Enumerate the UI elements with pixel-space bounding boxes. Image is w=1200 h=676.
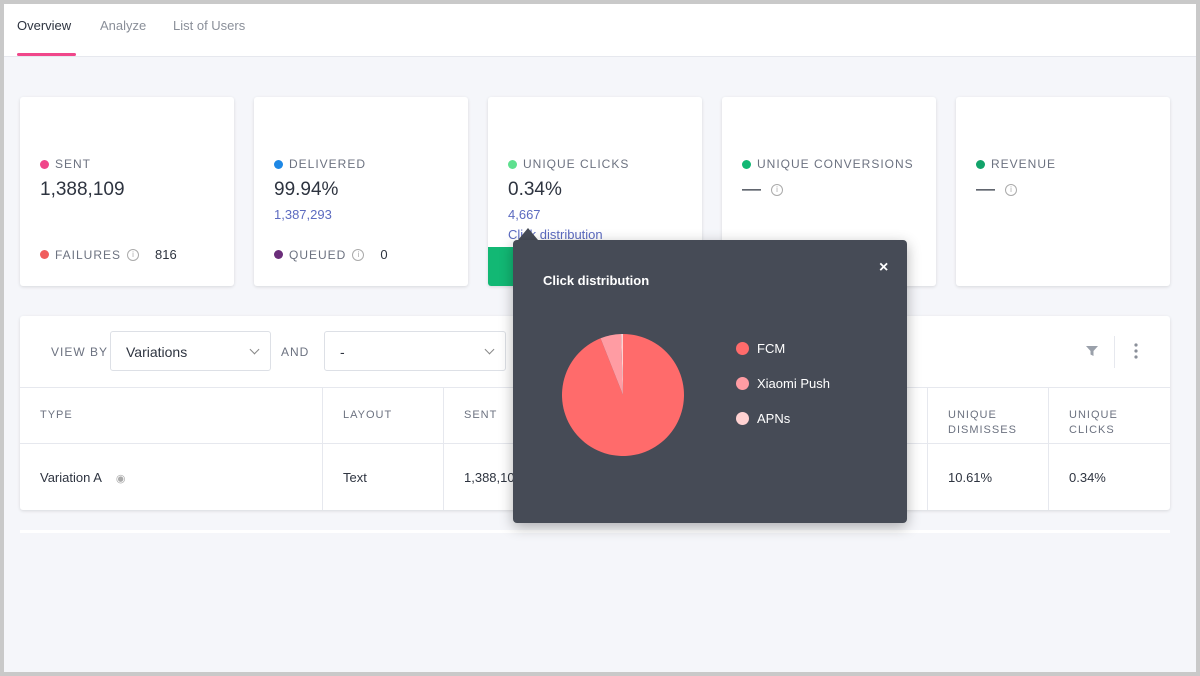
- metric-label: SENT: [55, 157, 92, 171]
- column-header: LAYOUT: [322, 387, 443, 444]
- tab-bar: [4, 4, 1196, 57]
- metric-sub-value: 1,387,293: [274, 207, 332, 222]
- tab[interactable]: List of Users: [173, 18, 246, 33]
- table-cell: 10.61%: [927, 444, 1048, 510]
- popup-arrow: [518, 228, 538, 240]
- table-cell: Text: [322, 444, 443, 510]
- table-cell: 1,388,109: [443, 444, 564, 510]
- metric-card: REVENUE — i: [956, 97, 1170, 286]
- secondary-label: QUEUED: [289, 247, 347, 262]
- cell-text: Text: [343, 470, 367, 485]
- metric-label-row: DELIVERED: [274, 157, 366, 171]
- legend-swatch: [736, 342, 749, 355]
- info-icon: i: [771, 183, 783, 196]
- cell-text: Variation A: [40, 470, 102, 485]
- active-tab-indicator: [17, 53, 76, 56]
- secondary-row: FAILURES i 816: [40, 247, 177, 262]
- metric-value-row: 99.94%: [274, 179, 338, 201]
- metric-value-row: — i: [742, 179, 783, 201]
- status-dot: [40, 250, 49, 259]
- legend-label: APNs: [757, 411, 791, 426]
- secondary-label: FAILURES: [55, 247, 122, 262]
- cell-text: 10.61%: [948, 470, 993, 485]
- close-button[interactable]: ×: [879, 259, 889, 276]
- metric-label: DELIVERED: [289, 157, 367, 171]
- secondary-row: QUEUED i 0: [274, 247, 388, 262]
- status-dot: [274, 159, 283, 169]
- legend-swatch: [736, 412, 749, 425]
- metric-value: 1,388,109: [40, 179, 125, 200]
- metric-value: —: [976, 179, 995, 200]
- view-by-label: VIEW BY: [51, 345, 109, 359]
- column-header: SENT: [443, 387, 564, 444]
- status-dot: [976, 159, 985, 169]
- metric-label-row: UNIQUE CONVERSIONS: [742, 157, 914, 171]
- metric-label-row: SENT: [40, 157, 91, 171]
- click-distribution-popup: Click distribution × FCM Xiaomi Push APNs: [513, 240, 907, 523]
- pie-chart: [562, 334, 684, 456]
- legend-label: FCM: [757, 341, 786, 356]
- metric-value: 0.34%: [508, 179, 562, 200]
- status-dot: [742, 159, 751, 169]
- column-header: TYPE: [20, 387, 322, 444]
- legend-item: FCM: [736, 341, 785, 356]
- metric-value-row: 1,388,109: [40, 179, 125, 201]
- tab[interactable]: Analyze: [100, 18, 147, 33]
- metric-value: 99.94%: [274, 179, 339, 200]
- legend-swatch: [736, 377, 749, 390]
- table-cell: Variation A ◉: [20, 444, 322, 510]
- metric-card: SENT 1,388,109 FAILURES i 816: [20, 97, 234, 286]
- column-header: UNIQUE DISMISSES: [927, 387, 1048, 444]
- preview-icon[interactable]: ◉: [115, 473, 126, 485]
- filter-icon[interactable]: [1085, 344, 1099, 358]
- status-dot: [508, 159, 517, 169]
- pie-slice: [621, 334, 623, 395]
- info-icon: i: [127, 248, 140, 261]
- table-cell: 0.34%: [1048, 444, 1170, 510]
- secondary-value: 0: [380, 247, 388, 262]
- secondary-value: 816: [155, 247, 177, 262]
- more-menu[interactable]: [1133, 342, 1139, 360]
- view-by-select[interactable]: Variations: [110, 331, 271, 371]
- tab[interactable]: Overview: [17, 18, 72, 33]
- and-label: AND: [281, 345, 310, 359]
- info-icon: i: [1005, 183, 1017, 196]
- status-dot: [40, 159, 49, 169]
- metric-value: —: [742, 179, 761, 200]
- metric-label: UNIQUE CLICKS: [523, 157, 630, 171]
- panel-edge: [20, 530, 1170, 533]
- legend-label: Xiaomi Push: [757, 376, 830, 391]
- status-dot: [274, 250, 283, 259]
- metric-label-row: REVENUE: [976, 157, 1056, 171]
- metric-value-row: — i: [976, 179, 1017, 201]
- info-icon: i: [352, 248, 365, 261]
- legend-item: Xiaomi Push: [736, 376, 830, 391]
- cell-text: 0.34%: [1069, 470, 1106, 485]
- cell-text: 1,388,109: [464, 470, 522, 485]
- metric-value-row: 0.34%: [508, 179, 562, 201]
- metric-label: REVENUE: [991, 157, 1057, 171]
- metric-label-row: UNIQUE CLICKS: [508, 157, 629, 171]
- metric-sub-value: 4,667: [508, 207, 541, 222]
- popup-title: Click distribution: [543, 273, 650, 288]
- and-select[interactable]: -: [324, 331, 506, 371]
- metric-label: UNIQUE CONVERSIONS: [757, 157, 914, 171]
- column-header: UNIQUE CLICKS: [1048, 387, 1170, 444]
- divider: [1114, 336, 1115, 368]
- pie-slice: [600, 334, 623, 395]
- legend-item: APNs: [736, 411, 790, 426]
- metric-card: DELIVERED 99.94% 1,387,293 QUEUED i 0: [254, 97, 468, 286]
